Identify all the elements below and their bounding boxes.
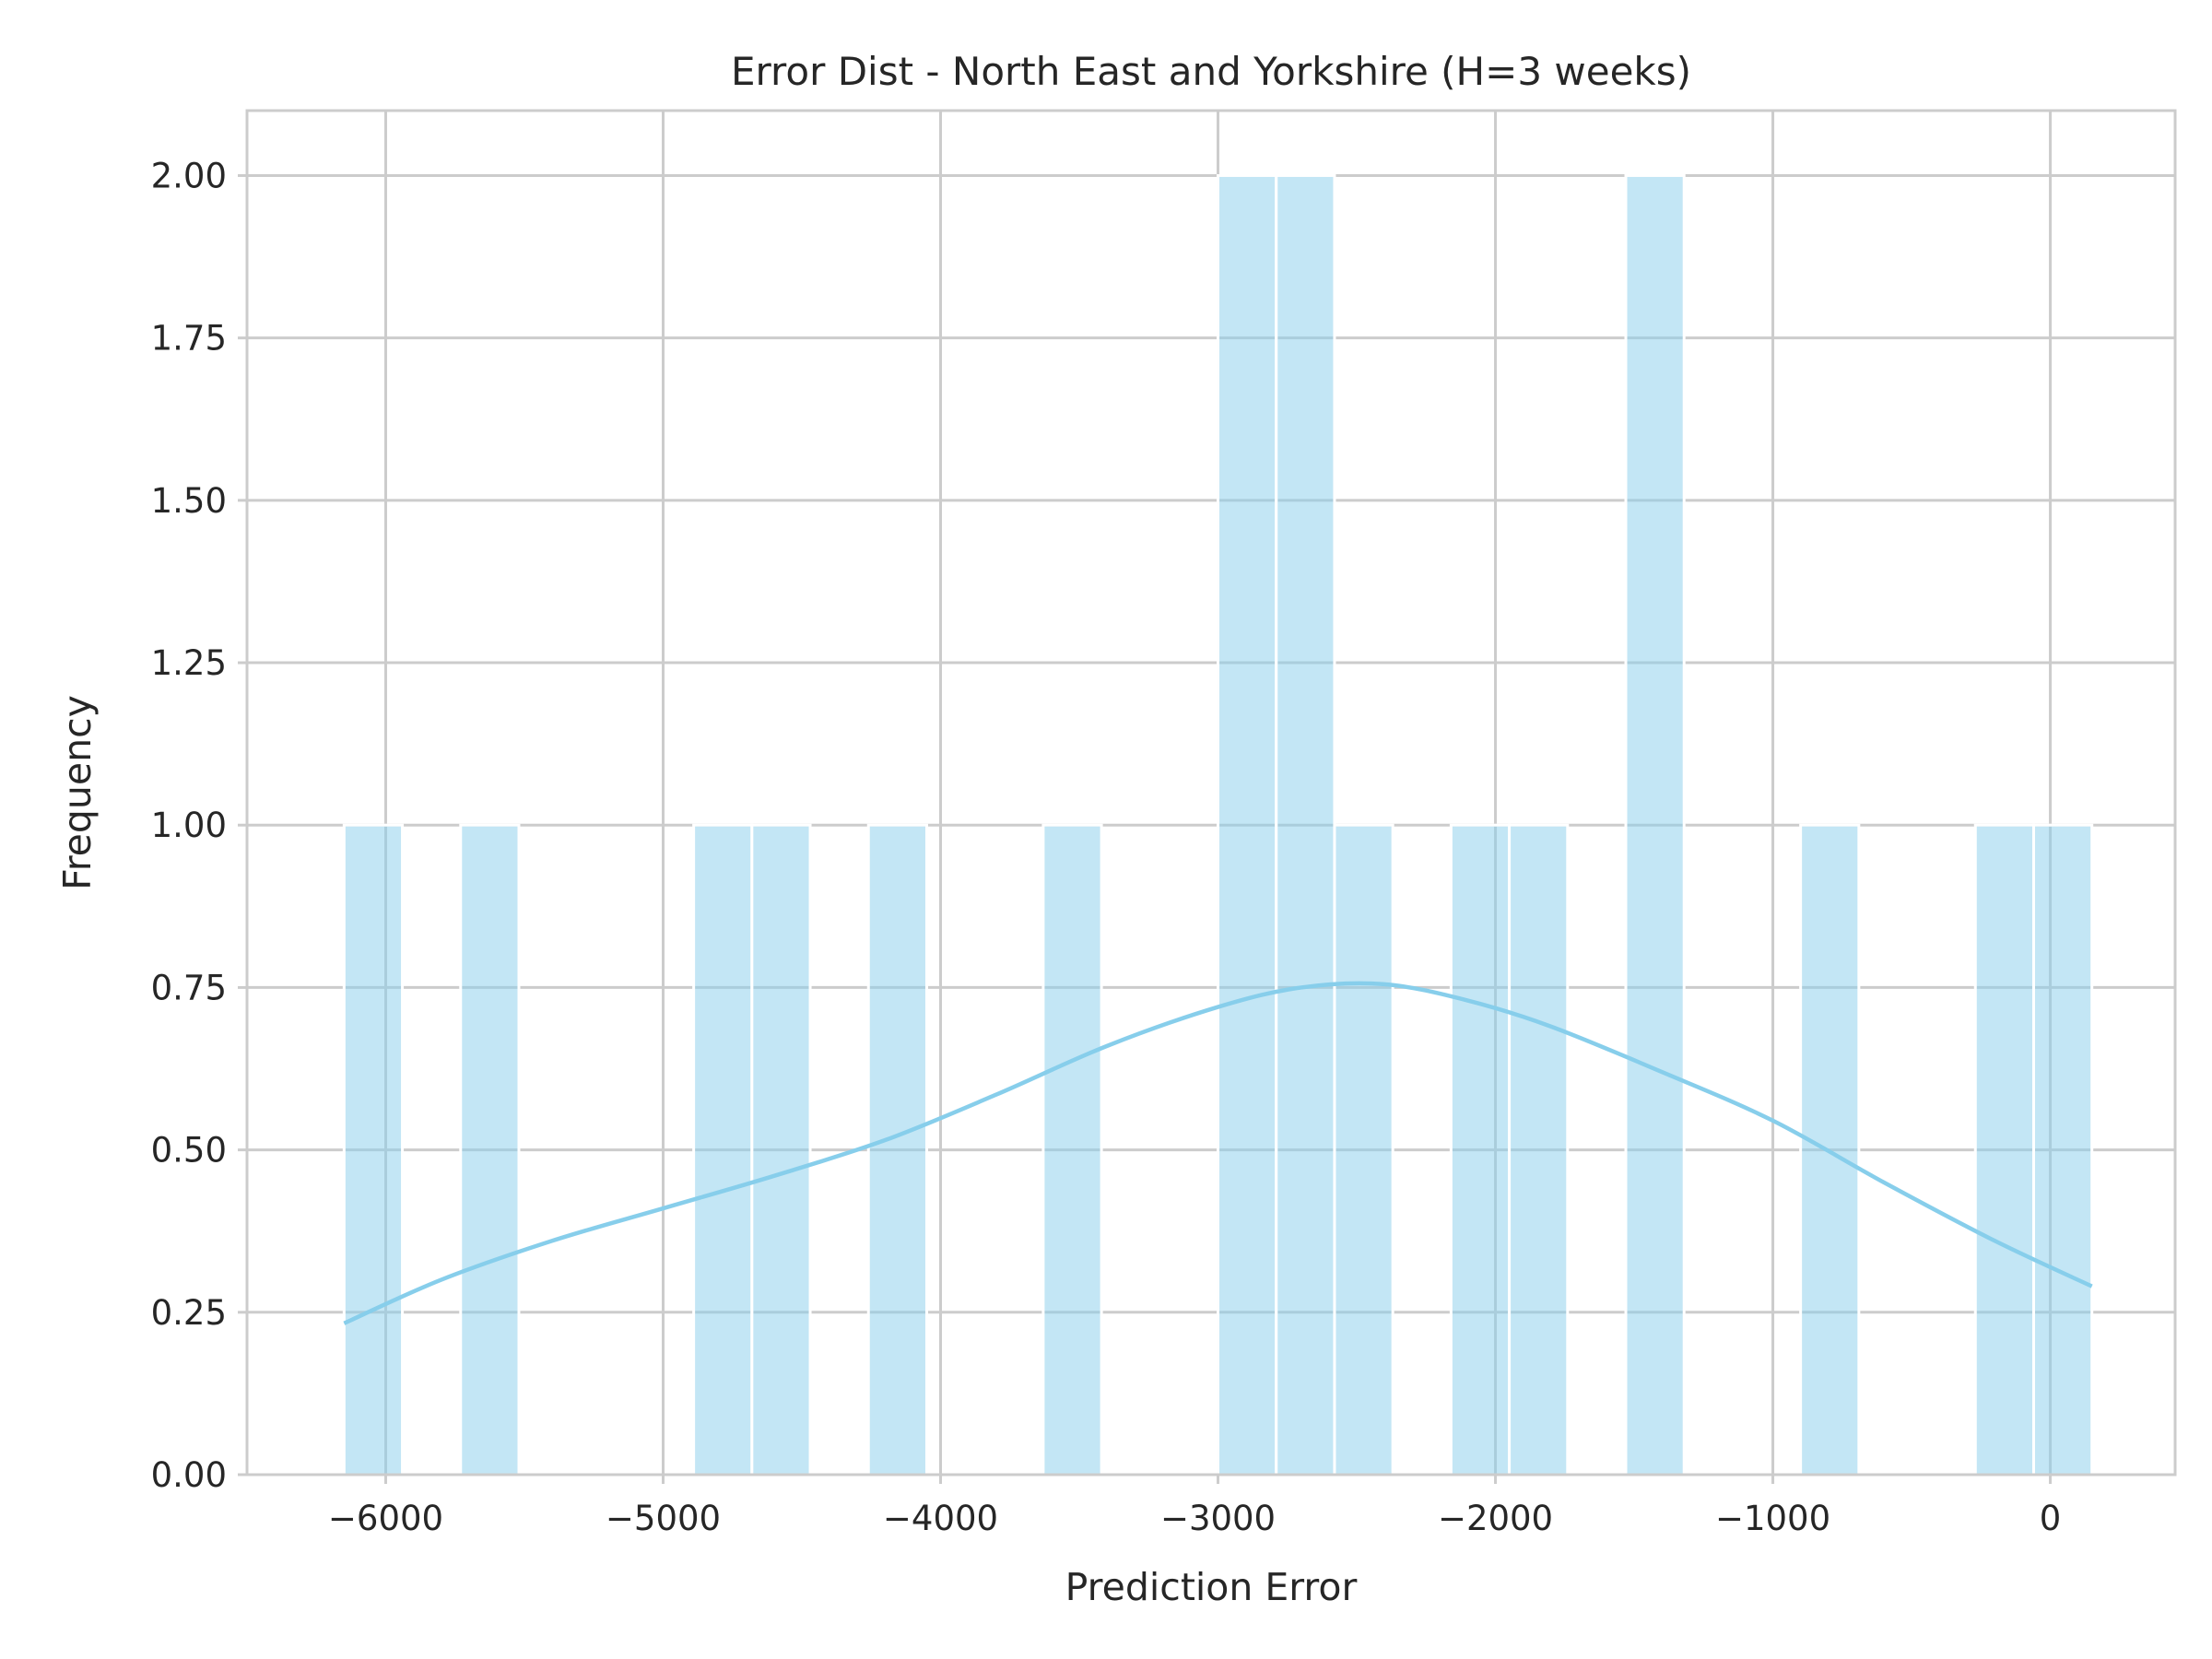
chart-title: Error Dist - North East and Yorkshire (H… [731, 49, 1691, 94]
histogram-bar [1217, 173, 1278, 1477]
x-tick-label: −2000 [1438, 1499, 1553, 1538]
y-tick-label: 0.00 [151, 1455, 227, 1495]
y-axis-ticks: 0.00 0.25 0.50 0.75 1.00 1.25 1.50 1.75 2.00 [151, 156, 247, 1495]
histogram-bar [750, 823, 812, 1477]
grid [247, 111, 2175, 1477]
histogram-bar [866, 823, 928, 1477]
y-tick-label: 0.75 [151, 968, 227, 1007]
histogram-bar [1508, 823, 1570, 1477]
x-tick-label: −5000 [606, 1499, 721, 1538]
y-tick-label: 1.25 [151, 643, 227, 683]
histogram-bar [1041, 823, 1103, 1477]
x-tick-label: −4000 [883, 1499, 998, 1538]
x-axis-title: Prediction Error [1065, 1565, 1358, 1609]
histogram-bar [342, 823, 405, 1477]
kde-curve-group [343, 981, 2093, 1325]
y-tick-label: 1.00 [151, 806, 227, 845]
y-tick-label: 2.00 [151, 156, 227, 195]
y-tick-label: 1.75 [151, 319, 227, 359]
x-tick-label: −3000 [1160, 1499, 1276, 1538]
x-tick-label: −1000 [1715, 1499, 1830, 1538]
kde-curve [343, 981, 2093, 1325]
histogram-bar [1449, 823, 1512, 1477]
plot-area-frame [245, 109, 2177, 1477]
histogram-bar [459, 823, 521, 1477]
y-axis-title: Frequency [55, 695, 100, 890]
y-tick-label: 1.50 [151, 481, 227, 521]
histogram-bar [1275, 173, 1336, 1477]
histogram-bar [1973, 823, 2035, 1477]
histogram-bar [2031, 823, 2094, 1477]
histogram-bars [342, 173, 2094, 1477]
x-axis-ticks: −6000 −5000 −4000 −3000 −2000 −1000 0 [328, 1475, 2061, 1538]
y-tick-label: 0.25 [151, 1293, 227, 1333]
histogram-bar [692, 823, 754, 1477]
histogram-bar [1624, 173, 1686, 1477]
x-tick-label: 0 [2040, 1499, 2062, 1538]
histogram-bar [1333, 823, 1394, 1477]
x-tick-label: −6000 [328, 1499, 443, 1538]
y-tick-label: 0.50 [151, 1131, 227, 1171]
